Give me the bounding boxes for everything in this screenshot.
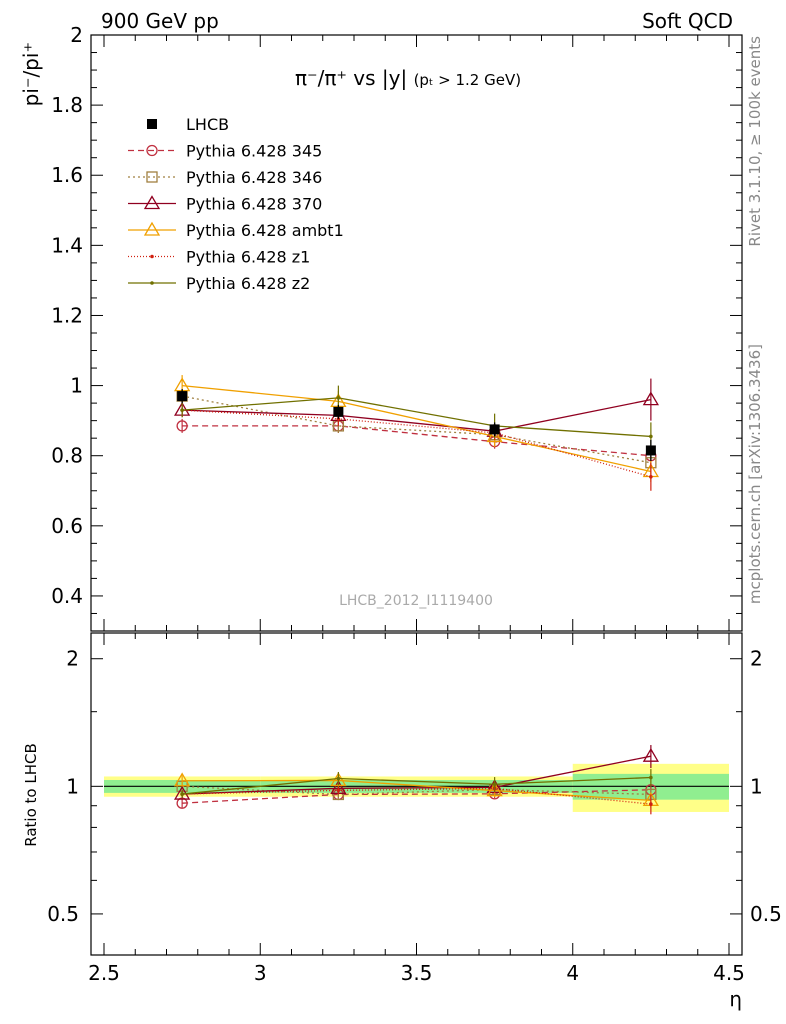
legend-label: LHCB	[186, 115, 229, 134]
series-point	[336, 396, 341, 400]
ratio-series-line	[182, 776, 651, 795]
plot-title: π⁻/π⁺ vs |y| (pₜ > 1.2 GeV)	[295, 66, 521, 90]
header-right: Soft QCD	[642, 9, 733, 33]
series-point	[180, 408, 184, 412]
legend-label: Pythia 6.428 ambt1	[186, 221, 344, 240]
series-line	[182, 397, 651, 438]
x-axis-label: η	[729, 987, 742, 1011]
legend-marker	[150, 281, 154, 285]
ratio-y-tick-label: 2	[66, 647, 79, 671]
ratio-series-line	[182, 785, 651, 796]
series-point	[176, 420, 188, 432]
ratio-series-line	[182, 787, 651, 805]
ratio-y-tick-label: 1	[750, 774, 763, 798]
legend-marker	[143, 221, 161, 236]
ratio-point	[486, 782, 503, 797]
series-line	[182, 398, 652, 432]
ratio-y-tick-label: 0.5	[750, 902, 782, 926]
ratio-series-line	[182, 755, 652, 795]
series-point	[486, 428, 503, 443]
rivet-label: Rivet 3.1.10, ≥ 100k events	[746, 36, 764, 247]
legend-marker	[147, 119, 157, 129]
series-point	[649, 474, 653, 479]
x-tick-label: 3	[254, 961, 267, 985]
legend-item: Pythia 6.428 ambt1	[128, 221, 344, 240]
ratio-series-line	[182, 779, 651, 802]
plot-title-main: π⁻/π⁺ vs |y|	[295, 66, 407, 90]
legend-marker	[146, 144, 158, 157]
x-tick-label: 2.5	[88, 961, 120, 985]
y-tick-label: 0.8	[51, 444, 83, 468]
mcplots-label: mcplots.cern.ch [arXiv:1306.3436]	[746, 344, 764, 604]
data-point	[333, 406, 344, 417]
legend-item: LHCB	[147, 115, 229, 134]
x-tick-label: 4.5	[713, 961, 745, 985]
y-axis-label: pi⁻/pi⁺	[19, 42, 43, 106]
legend-label: Pythia 6.428 z1	[186, 248, 310, 267]
ratio-y-axis-label: Ratio to LHCB	[22, 743, 40, 847]
series-line	[182, 425, 651, 457]
legend-item: Pythia 6.428 346	[128, 168, 322, 187]
y-tick-label: 1.6	[51, 163, 83, 187]
analysis-watermark: LHCB_2012_I1119400	[339, 593, 493, 609]
legend-item: Pythia 6.428 z1	[128, 248, 310, 267]
y-tick-label: 1.4	[51, 233, 83, 257]
legend-label: Pythia 6.428 346	[186, 168, 322, 187]
series-point	[649, 434, 653, 439]
data-point	[177, 391, 188, 402]
plot-title-sub: (pₜ > 1.2 GeV)	[414, 71, 522, 89]
ratio-point	[642, 747, 660, 762]
ratio-point	[336, 788, 341, 793]
ratio-point	[649, 802, 653, 806]
header-left: 900 GeV pp	[101, 9, 219, 33]
y-tick-label: 2	[70, 23, 83, 47]
main-plot-frame	[90, 34, 743, 632]
y-tick-label: 1	[70, 374, 83, 398]
legend-marker	[143, 195, 161, 210]
ratio-point	[180, 792, 184, 796]
ratio-y-tick-label: 1	[66, 774, 79, 798]
y-tick-label: 1.8	[51, 93, 83, 117]
ratio-point	[492, 782, 497, 787]
y-tick-label: 0.4	[51, 584, 83, 608]
data-point	[489, 424, 500, 435]
data-point	[645, 445, 656, 456]
ratio-y-tick-label: 2	[750, 647, 763, 671]
legend-label: Pythia 6.428 370	[186, 195, 322, 214]
series-line	[182, 395, 651, 464]
legend-item: Pythia 6.428 z2	[128, 274, 310, 293]
series-line	[182, 409, 652, 478]
series-line	[182, 384, 652, 473]
legend-marker	[146, 171, 158, 183]
x-tick-label: 4	[566, 961, 579, 985]
series-point	[642, 391, 660, 406]
ratio-point	[173, 772, 191, 787]
y-tick-label: 0.6	[51, 514, 83, 538]
ratio-y-tick-label: 0.5	[47, 902, 79, 926]
legend-marker	[150, 254, 154, 259]
ratio-point	[176, 797, 188, 809]
ratio-point	[336, 776, 341, 781]
ratio-plot-frame	[90, 632, 743, 956]
legend-item: Pythia 6.428 345	[128, 142, 322, 161]
y-tick-label: 1.2	[51, 303, 83, 327]
ratio-point	[649, 775, 653, 780]
legend-label: Pythia 6.428 345	[186, 142, 322, 161]
x-tick-label: 3.5	[401, 961, 433, 985]
legend-label: Pythia 6.428 z2	[186, 274, 310, 293]
legend-item: Pythia 6.428 370	[128, 195, 322, 214]
